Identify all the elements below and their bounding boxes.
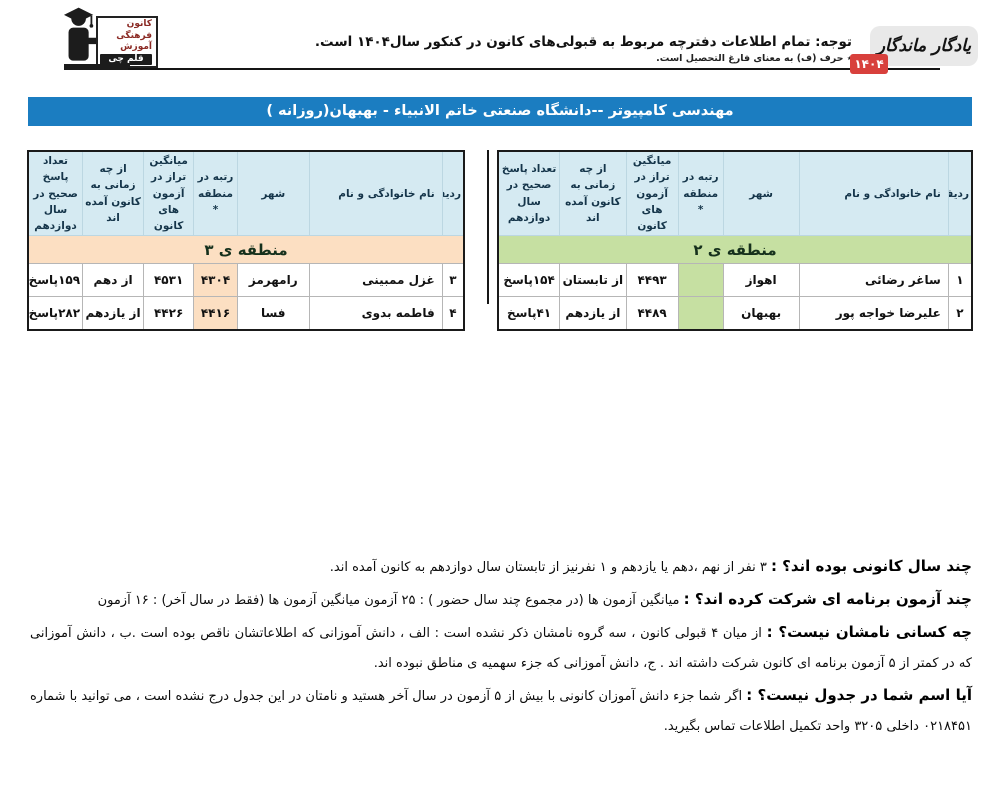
kanoon-logo-sign: کانون فرهنگی آموزش قلم چی — [96, 16, 158, 68]
cell-correct-answers: ۲۸۲پاسخ — [27, 296, 84, 331]
cell-since: از یازدهم — [82, 296, 145, 331]
cell-avg-score: ۴۵۳۱ — [143, 263, 195, 298]
qa-section: چند سال کانونی بوده اند؟ : ۳ نفر از نهم … — [30, 551, 972, 743]
kanoon-logo-line: فرهنگی — [116, 30, 152, 41]
cell-avg-score: ۴۴۹۳ — [625, 263, 679, 298]
notice-block: توجه: تمام اطلاعات دفترچه مربوط به قبولی… — [315, 34, 852, 64]
region-band-row: منطقه ی ۲ — [497, 235, 973, 265]
cell-name: فاطمه بدوی — [308, 296, 443, 331]
cell-city: فسا — [236, 296, 310, 331]
region3-table: ردیف نام خانوادگی و نام شهر رتبه در منطق… — [27, 150, 465, 331]
cell-city: رامهرمز — [236, 263, 310, 298]
kanoon-logo: کانون فرهنگی آموزش قلم چی — [62, 3, 164, 70]
cell-name: غزل ممبینی — [308, 263, 443, 298]
col-header-row-number: ردیف — [441, 150, 465, 237]
col-header-name: نام خانوادگی و نام — [798, 150, 949, 237]
col-header-name: نام خانوادگی و نام — [308, 150, 443, 237]
region2-table: ردیف نام خانوادگی و نام شهر رتبه در منطق… — [497, 150, 973, 331]
col-header-avg-score: میانگین تراز در آزمون های کانون — [625, 150, 679, 237]
cell-since: از دهم — [82, 263, 145, 298]
table-header-row: ردیف نام خانوادگی و نام شهر رتبه در منطق… — [27, 150, 465, 237]
cell-correct-answers: ۱۵۹پاسخ — [27, 263, 84, 298]
cell-avg-score: ۴۴۸۹ — [625, 296, 679, 331]
qa-answer: میانگین آزمون ها (در مجموع چند سال حضور … — [97, 593, 680, 608]
notice-footnote: ٭ حرف (ف) به معنای فارغ التحصیل است. — [656, 53, 852, 64]
cell-avg-score: ۴۴۲۶ — [143, 296, 195, 331]
qa-answer: ۳ نفر از نهم ،دهم یا یازدهم و ۱ نفرنیز ا… — [329, 560, 767, 575]
cell-row-number: ۱ — [947, 263, 973, 298]
table-row: ۴ فاطمه بدوی فسا ۴۴۱۶ ۴۴۲۶ از یازدهم ۲۸۲… — [27, 296, 465, 331]
yadgar-logo-box: یادگار ماندگار — [870, 26, 978, 66]
qa-item-your-name: آیا اسم شما در جدول نیست؟ : اگر شما جزء … — [30, 680, 972, 742]
notice-text: توجه: تمام اطلاعات دفترچه مربوط به قبولی… — [314, 34, 852, 50]
year-badge: ۱۴۰۴ — [850, 54, 888, 74]
graduate-icon — [63, 7, 99, 61]
table-row: ۳ غزل ممبینی رامهرمز ۴۳۰۴ ۴۵۳۱ از دهم ۱۵… — [27, 263, 465, 298]
table-row: ۲ علیرضا خواجه پور بهبهان ۴۴۸۹ از یازدهم… — [497, 296, 973, 331]
cell-row-number: ۴ — [441, 296, 465, 331]
yadgar-logo-text: یادگار ماندگار — [876, 36, 972, 56]
tables-separator-line — [487, 150, 489, 304]
cell-correct-answers: ۴۱پاسخ — [497, 296, 561, 331]
region3-band-label: منطقه ی ۳ — [27, 235, 465, 265]
kanoon-logo-line: آموزش — [120, 42, 152, 53]
region2-band-label: منطقه ی ۲ — [497, 235, 973, 265]
col-header-avg-score: میانگین تراز در آزمون های کانون — [143, 150, 195, 237]
qa-item-exams-count: چند آزمون برنامه ای شرکت کرده اند؟ : میا… — [30, 584, 972, 616]
cell-row-number: ۲ — [947, 296, 973, 331]
qa-question: چه کسانی نامشان نیست؟ : — [766, 623, 972, 641]
col-header-region-rank: رتبه در منطقه * — [677, 150, 724, 237]
cell-since: از تابستان — [559, 263, 627, 298]
page-title: مهندسی کامپیوتر --دانشگاه صنعتی خاتم الا… — [28, 97, 972, 126]
cell-correct-answers: ۱۵۴پاسخ — [497, 263, 561, 298]
cell-region-rank: ۴۳۰۴ — [193, 263, 238, 298]
cell-city: اهواز — [722, 263, 800, 298]
cell-since: از یازدهم — [559, 296, 627, 331]
col-header-since: از چه زمانی به کانون آمده اند — [559, 150, 627, 237]
cell-row-number: ۳ — [441, 263, 465, 298]
col-header-city: شهر — [722, 150, 800, 237]
header-divider-line — [128, 68, 940, 70]
col-header-since: از چه زمانی به کانون آمده اند — [82, 150, 145, 237]
cell-region-rank — [677, 263, 724, 298]
cell-region-rank — [677, 296, 724, 331]
table-header-row: ردیف نام خانوادگی و نام شهر رتبه در منطق… — [497, 150, 973, 237]
qa-item-years: چند سال کانونی بوده اند؟ : ۳ نفر از نهم … — [30, 551, 972, 583]
qa-question: آیا اسم شما در جدول نیست؟ : — [746, 686, 972, 704]
col-header-correct-answers: تعداد پاسخ صحیح در سال دوازدهم — [27, 150, 84, 237]
qa-question: چند آزمون برنامه ای شرکت کرده اند؟ : — [683, 590, 972, 608]
logo-base-bar — [64, 64, 130, 70]
qa-answer: از میان ۴ قبولی کانون ، سه گروه نامشان ذ… — [30, 626, 972, 671]
kanoon-logo-line: کانون — [126, 19, 152, 29]
cell-name: علیرضا خواجه پور — [798, 296, 949, 331]
col-header-row-number: ردیف — [947, 150, 973, 237]
cell-city: بهبهان — [722, 296, 800, 331]
qa-question: چند سال کانونی بوده اند؟ : — [770, 557, 972, 575]
table-row: ۱ ساغر رضائی اهواز ۴۴۹۳ از تابستان ۱۵۴پا… — [497, 263, 973, 298]
col-header-region-rank: رتبه در منطقه * — [193, 150, 238, 237]
qa-item-missing-names: چه کسانی نامشان نیست؟ : از میان ۴ قبولی … — [30, 617, 972, 679]
col-header-correct-answers: تعداد پاسخ صحیح در سال دوازدهم — [497, 150, 561, 237]
yadgar-mandegar-logo: یادگار ماندگار ۱۴۰۴ — [850, 25, 978, 77]
cell-name: ساغر رضائی — [798, 263, 949, 298]
cell-region-rank: ۴۴۱۶ — [193, 296, 238, 331]
col-header-city: شهر — [236, 150, 310, 237]
kanoon-logo-line-ghalamchi: قلم چی — [100, 53, 152, 65]
qa-answer: اگر شما جزء دانش آموزان کانونی با بیش از… — [30, 689, 972, 734]
region-band-row: منطقه ی ۳ — [27, 235, 465, 265]
